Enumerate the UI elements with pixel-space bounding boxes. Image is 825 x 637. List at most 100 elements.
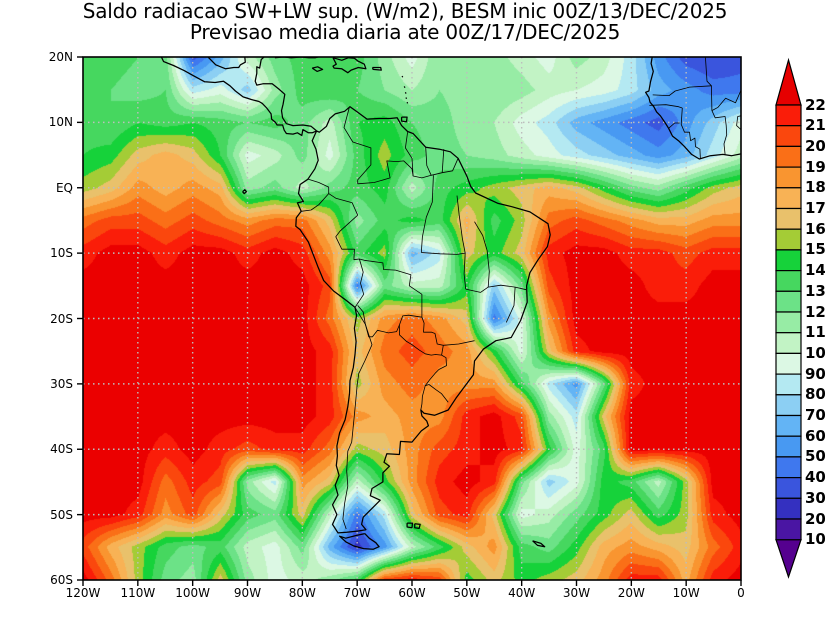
colorbar-box xyxy=(775,166,802,189)
chart-title-line1: Saldo radiacao SW+LW sup. (W/m2), BESM i… xyxy=(82,0,728,23)
x-tick-label-100W: 100W xyxy=(175,586,211,600)
colorbar-box xyxy=(775,477,802,499)
coastline-path xyxy=(532,540,546,548)
coastline-path xyxy=(160,57,317,137)
coastline-paths xyxy=(160,57,741,550)
colorbar-box xyxy=(775,207,802,230)
x-tick-label-50W: 50W xyxy=(453,586,481,600)
border-path xyxy=(711,85,728,155)
chart-title: Saldo radiacao SW+LW sup. (W/m2), BESM i… xyxy=(0,1,810,43)
border-path xyxy=(649,104,683,109)
x-tick-label-30W: 30W xyxy=(562,586,591,600)
x-tick-label-20W: 20W xyxy=(617,586,645,600)
border-path xyxy=(343,106,372,184)
x-tick-label-70W: 70W xyxy=(343,586,371,600)
x-tick-label-80W: 80W xyxy=(288,586,316,600)
y-tick-label-10N: 10N xyxy=(48,115,73,130)
border-path xyxy=(421,317,444,356)
colorbar-label-60: 60 xyxy=(805,426,825,445)
colorbar-label-200: 200 xyxy=(805,136,825,155)
colorbar-box xyxy=(775,435,802,458)
graticule-gridlines xyxy=(83,57,741,580)
border-path xyxy=(456,195,467,290)
border-path xyxy=(465,284,527,293)
y-tick-label-10S: 10S xyxy=(50,246,73,261)
x-tick-label-90W: 90W xyxy=(233,586,262,600)
y-tick-label-20S: 20S xyxy=(50,311,73,326)
colorbar-label-170: 170 xyxy=(805,199,825,217)
colorbar-label-110: 110 xyxy=(805,323,825,342)
colorbar-box xyxy=(775,228,802,251)
axis-ticks xyxy=(77,56,742,586)
colorbar-label-50: 50 xyxy=(805,447,825,466)
colorbar-box xyxy=(775,290,802,313)
border-path xyxy=(443,340,475,346)
border-path xyxy=(308,178,359,216)
border-path xyxy=(668,122,680,129)
x-tick-label-10W: 10W xyxy=(672,586,700,600)
colorbar-box xyxy=(775,249,802,272)
coastline-path xyxy=(371,66,382,71)
colorbar-box xyxy=(775,104,802,127)
y-tick-label-EQ: EQ xyxy=(55,180,73,195)
coastline-path xyxy=(207,57,246,70)
colorbar-box xyxy=(775,311,802,334)
colorbar-label-20: 20 xyxy=(805,509,825,528)
x-tick-label-110W: 110W xyxy=(120,586,156,600)
colorbar-label-90: 90 xyxy=(805,364,825,383)
colorbar-box xyxy=(775,394,802,417)
coastline-path xyxy=(401,75,404,78)
y-tick-label-30S: 30S xyxy=(50,376,73,391)
border-path xyxy=(342,307,373,530)
y-tick-label-50S: 50S xyxy=(50,507,73,522)
colorbar-box xyxy=(775,497,802,520)
colorbar-box xyxy=(775,332,802,355)
border-path xyxy=(652,57,712,96)
border-path xyxy=(399,325,442,356)
x-tick-label-60W: 60W xyxy=(398,586,426,600)
colorbar-label-150: 150 xyxy=(805,240,825,259)
border-path xyxy=(425,384,449,403)
colorbar-label-190: 190 xyxy=(805,157,825,176)
border-path xyxy=(420,175,434,253)
y-tick-label-40S: 40S xyxy=(50,442,73,457)
colorbar-arrow-top xyxy=(775,57,802,106)
coastline-path xyxy=(414,523,421,530)
colorbar-box xyxy=(775,373,802,396)
colorbar-label-180: 180 xyxy=(805,178,825,197)
colorbar-label-120: 120 xyxy=(805,302,825,321)
chart-title-line2: Previsao media diaria ate 00Z/17/DEC/202… xyxy=(189,20,621,44)
border-path xyxy=(441,149,445,173)
colorbar-label-80: 80 xyxy=(805,385,825,404)
border-path xyxy=(736,115,741,130)
colorbar-label-210: 210 xyxy=(805,116,825,135)
border-path xyxy=(711,90,741,111)
coastline-path xyxy=(242,189,248,195)
colorbar-label-160: 160 xyxy=(805,219,825,238)
x-tick-label-120W: 120W xyxy=(65,586,101,600)
colorbar-box xyxy=(775,125,802,147)
coastline-path xyxy=(332,57,367,74)
colorbar-arrow-bottom xyxy=(775,539,802,579)
colorbar-box xyxy=(775,187,802,210)
colorbar-label-30: 30 xyxy=(805,488,825,507)
border-path xyxy=(359,258,423,318)
coastline-path xyxy=(338,532,380,550)
colorbar-box xyxy=(775,456,802,479)
x-tick-label-40W: 40W xyxy=(508,586,536,600)
colorbar xyxy=(775,57,802,579)
colorbar-box xyxy=(775,518,802,541)
coastline-path xyxy=(406,101,409,104)
y-tick-label-20N: 20N xyxy=(48,50,73,64)
border-path xyxy=(301,193,329,212)
border-path xyxy=(405,132,414,177)
coastline-path xyxy=(406,522,414,529)
colorbar-box xyxy=(775,270,802,292)
y-tick-label-60S: 60S xyxy=(50,573,73,587)
border-path xyxy=(357,305,422,338)
x-tick-label-0: 0 xyxy=(737,586,745,600)
coastline-path xyxy=(311,66,324,73)
border-path xyxy=(680,107,701,160)
